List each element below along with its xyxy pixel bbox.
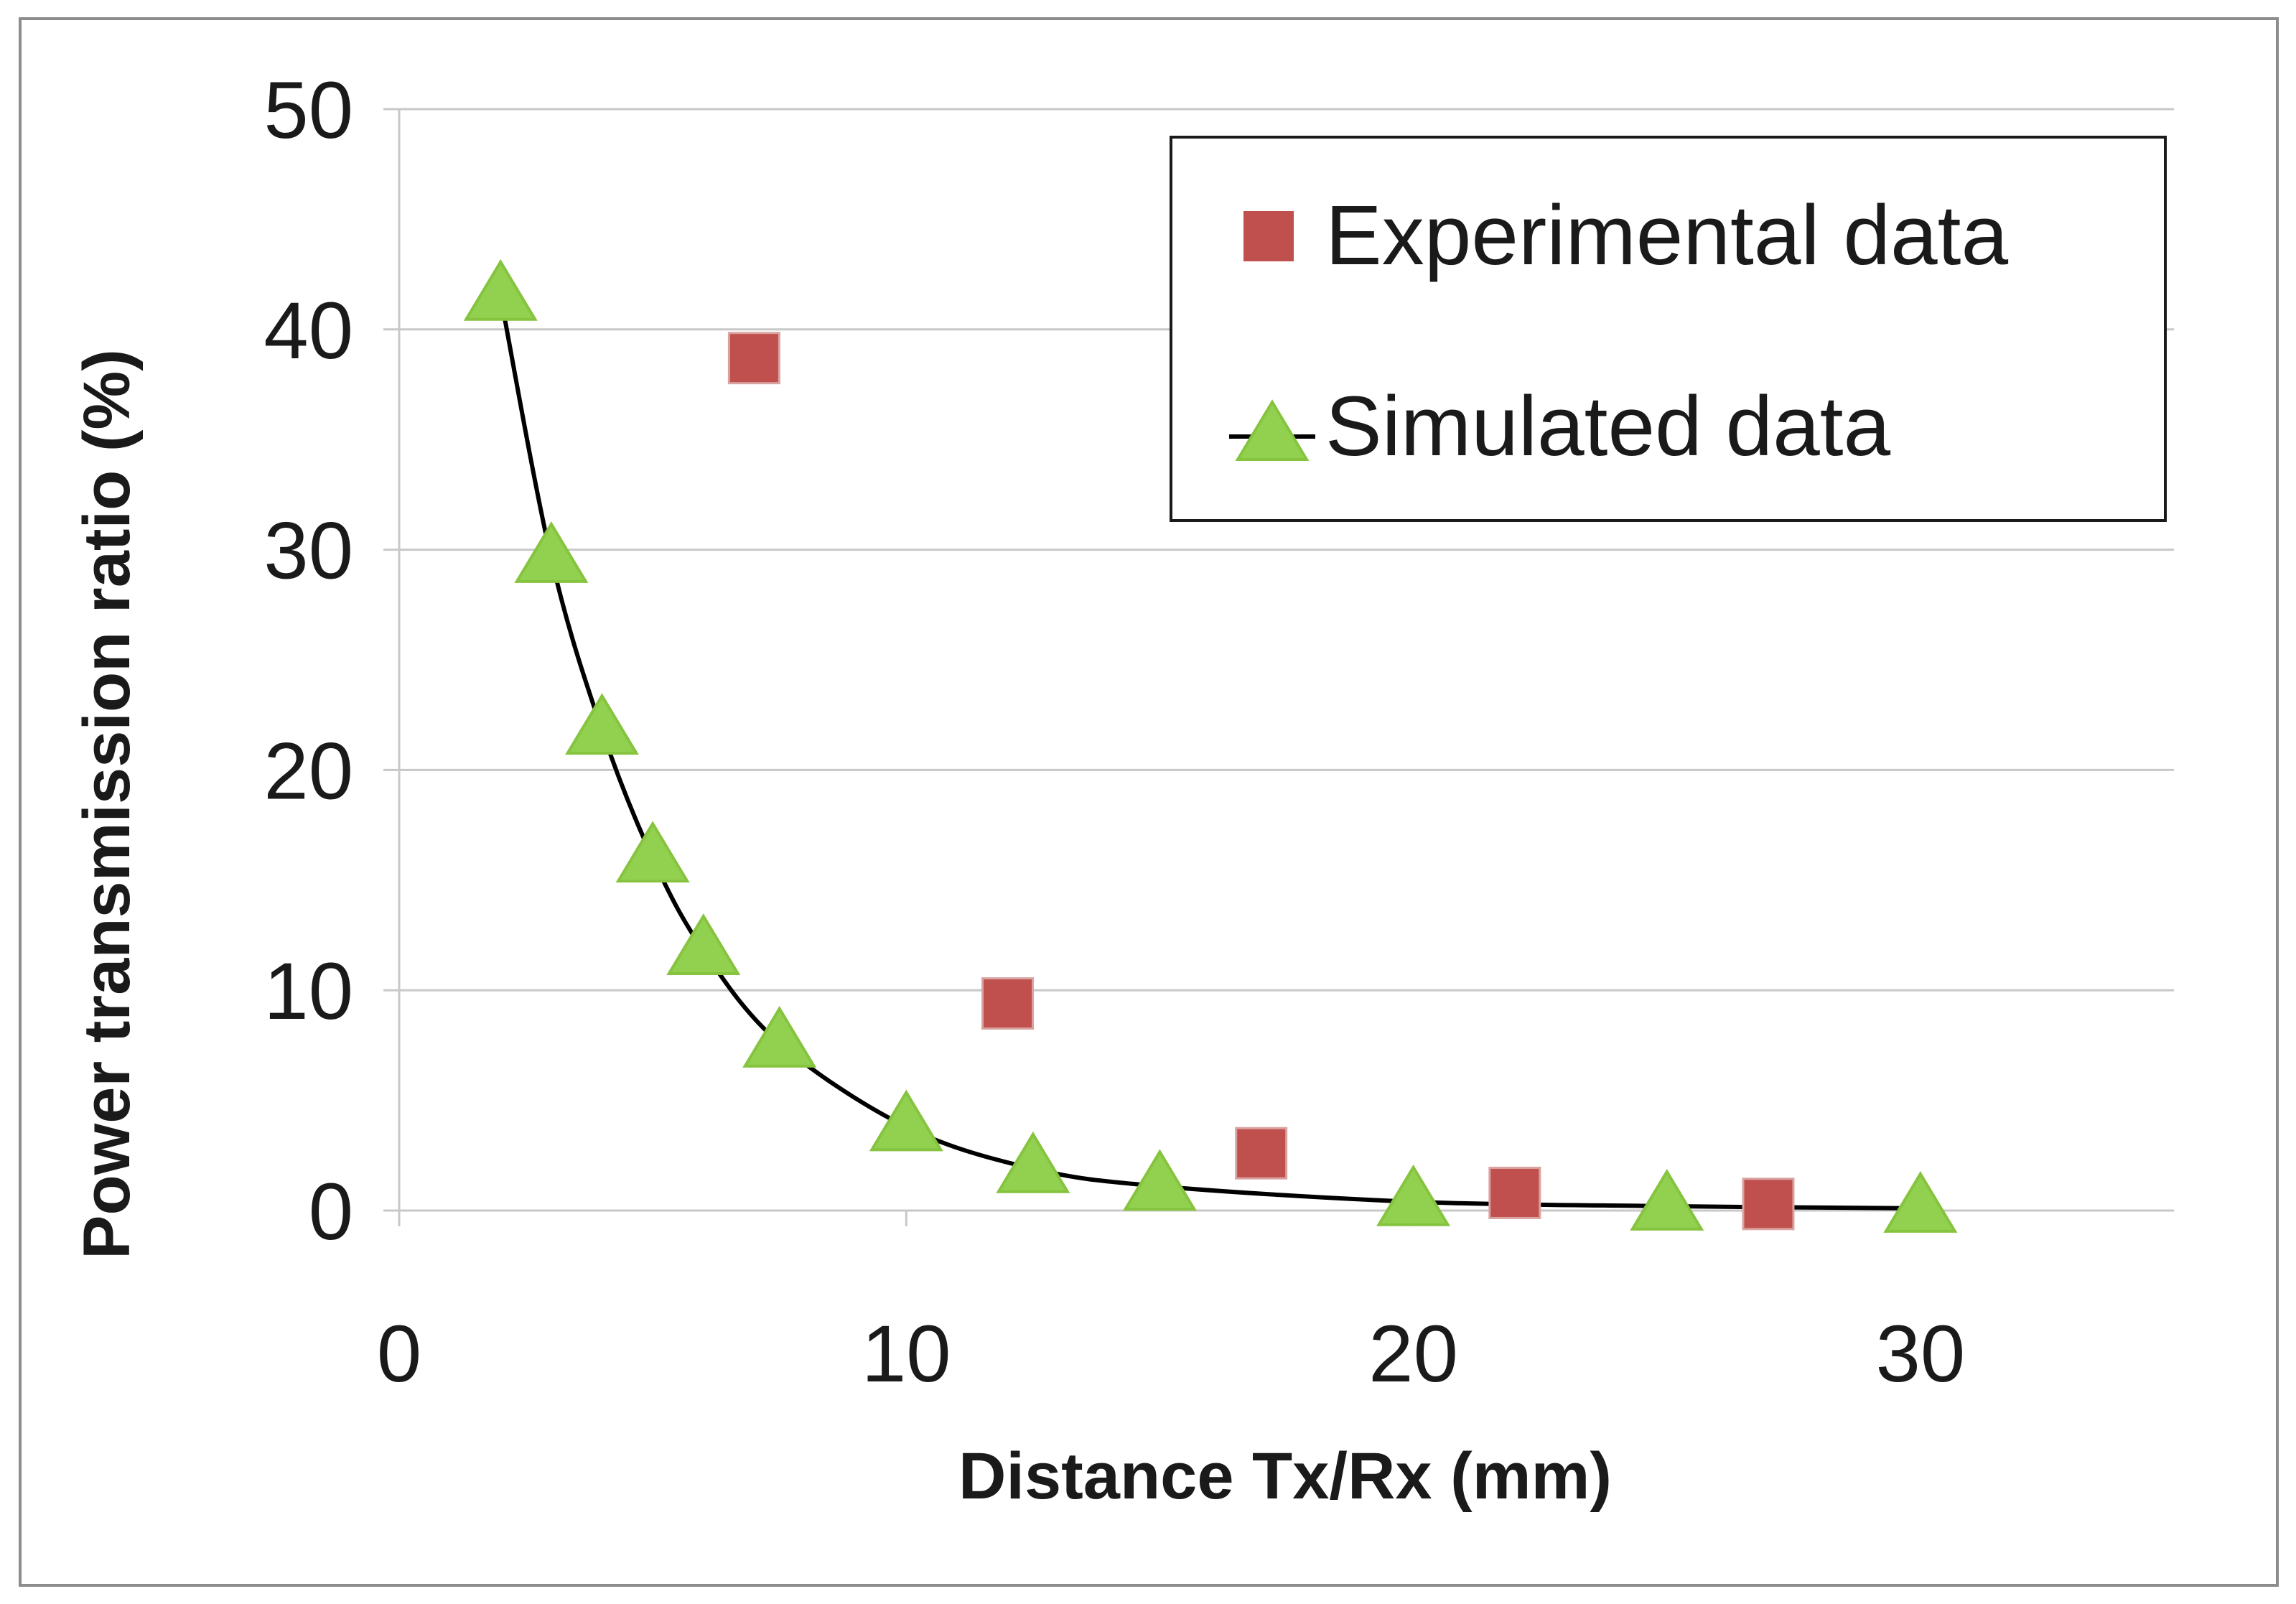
legend-label-experimental: Experimental data <box>1325 188 2008 283</box>
tick-labels: 0 10 20 30 40 50 0 10 20 30 <box>263 65 1965 1399</box>
y-tick-label-50: 50 <box>263 65 353 155</box>
legend-box <box>1170 136 2167 522</box>
simulated-point <box>615 821 690 883</box>
simulated-point <box>1630 1168 1704 1231</box>
experimental-point <box>1488 1166 1541 1219</box>
simulated-point <box>742 1005 817 1068</box>
x-tick-label-0: 0 <box>377 1309 421 1399</box>
simulated-point <box>666 913 741 975</box>
x-tick-label-30: 30 <box>1876 1309 1966 1399</box>
y-tick-label-40: 40 <box>263 286 353 376</box>
y-tick-label-10: 10 <box>263 946 353 1036</box>
experimental-point <box>1235 1127 1288 1180</box>
chart: 0 10 20 30 40 50 0 10 20 30 Distance Tx/Rx (mm) P… <box>70 65 2174 1513</box>
simulated-point <box>869 1089 943 1152</box>
legend-marker-simulated <box>1235 399 1310 461</box>
simulated-point <box>514 521 589 583</box>
legend-label-simulated: Simulated data <box>1325 379 1891 474</box>
legend-marker-experimental <box>1243 211 1294 261</box>
simulated-point <box>1122 1149 1197 1211</box>
simulated-point <box>463 258 538 321</box>
x-axis-title: Distance Tx/Rx (mm) <box>958 1440 1612 1513</box>
y-tick-label-20: 20 <box>263 726 353 816</box>
experimental-point <box>981 977 1035 1030</box>
chart-frame: 0 10 20 30 40 50 0 10 20 30 Distance Tx/Rx (mm) P… <box>19 17 2279 1587</box>
series-layer <box>463 258 1958 1233</box>
x-tick-label-20: 20 <box>1368 1309 1458 1399</box>
y-tick-label-0: 0 <box>309 1167 353 1256</box>
simulated-point <box>996 1131 1070 1193</box>
y-axis-title: Power transmission ratio (%) <box>70 349 144 1259</box>
simulated-point <box>564 693 640 755</box>
experimental-point <box>1742 1178 1795 1231</box>
x-tick-label-10: 10 <box>862 1309 951 1399</box>
simulated-point <box>1883 1171 1958 1233</box>
experimental-point <box>727 332 780 385</box>
y-tick-label-30: 30 <box>263 506 353 596</box>
simulated-point <box>1376 1164 1451 1226</box>
legend: Experimental data Simulated data <box>1170 136 2167 522</box>
